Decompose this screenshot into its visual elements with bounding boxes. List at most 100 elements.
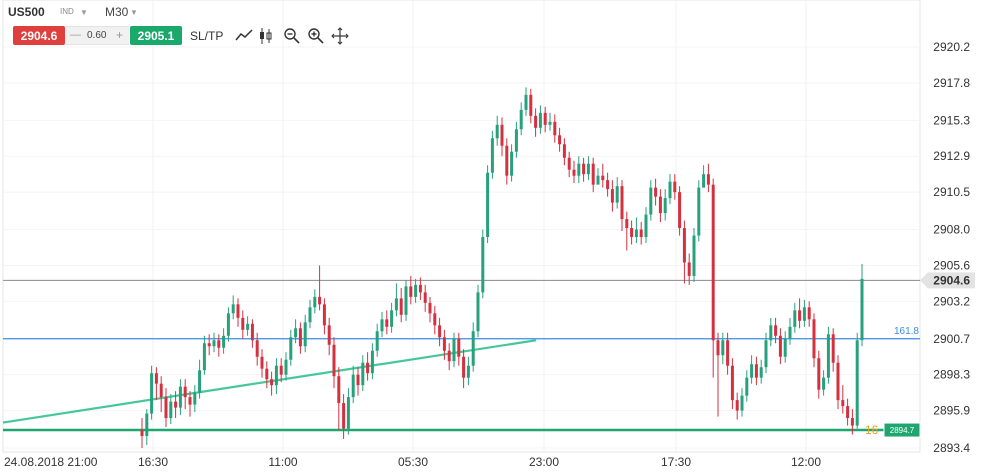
candle-body (697, 187, 701, 236)
quantity-input[interactable]: 0.60 (87, 30, 107, 41)
price-tick-label: 2898.3 (933, 368, 970, 382)
candle-body (294, 328, 298, 338)
candle (294, 319, 298, 344)
candle-body (207, 343, 211, 347)
chart-toolbar: US500 IND ▼ M30 ▼ 2904.6 — 0.60 + 2905.1… (0, 0, 920, 50)
candle-body (678, 192, 682, 229)
candle (188, 391, 192, 417)
candle (270, 371, 274, 396)
candle (385, 310, 389, 335)
trend-line (2, 339, 537, 424)
candle (250, 319, 254, 348)
sltp-button[interactable]: SL/TP (190, 29, 224, 43)
candle-body (193, 392, 197, 405)
candle (418, 277, 422, 300)
time-tick-label: 11:00 (268, 455, 297, 469)
candle (193, 385, 197, 413)
candle (769, 317, 773, 347)
candle (783, 331, 787, 363)
candle (778, 328, 782, 365)
candle (841, 385, 845, 414)
candle-body (274, 365, 278, 386)
support-price-tag (883, 422, 921, 438)
candle (620, 180, 624, 232)
candle-body (438, 325, 442, 338)
candle-body (802, 307, 806, 321)
candle (442, 329, 446, 360)
candle (716, 332, 720, 417)
price-tick-label: 2920.2 (933, 40, 970, 54)
candle-body (572, 169, 576, 176)
candle (481, 229, 485, 299)
candle-body (265, 368, 269, 380)
increase-quantity-button[interactable]: + (116, 28, 124, 42)
candle (505, 138, 509, 185)
candle (855, 332, 859, 429)
candle (380, 311, 384, 338)
candle (361, 355, 365, 392)
candle-body (658, 196, 662, 214)
sell-button[interactable]: 2904.6 (13, 26, 65, 45)
line-chart-icon[interactable] (234, 26, 254, 46)
candle-body (841, 400, 845, 407)
price-tick-label: 2912.9 (933, 149, 970, 163)
decrease-quantity-button[interactable]: — (70, 29, 81, 41)
price-tick-label: 2903.2 (933, 294, 970, 308)
symbol-dropdown-icon[interactable]: ▼ (80, 8, 88, 17)
candle-body (726, 340, 730, 366)
candle-body (620, 186, 624, 220)
candle-body (644, 214, 648, 238)
candle (817, 350, 821, 399)
symbol-label[interactable]: US500 (8, 5, 45, 19)
candle-body (466, 365, 470, 378)
candle-body (514, 129, 518, 152)
candle-body (150, 373, 154, 414)
candle-body (236, 304, 240, 318)
candle (222, 328, 226, 354)
candles-icon[interactable] (257, 26, 277, 46)
candle (567, 151, 571, 178)
candle (514, 121, 518, 158)
candle (490, 130, 494, 179)
candle (553, 114, 557, 143)
candle (548, 112, 552, 131)
timeframe-label[interactable]: M30 (105, 5, 129, 19)
zoom-in-icon[interactable] (306, 26, 326, 46)
candle-body (510, 151, 514, 176)
candle (433, 305, 437, 335)
exchange-label: IND (60, 7, 74, 16)
candle (164, 388, 168, 428)
candle-body (735, 400, 739, 411)
candle (711, 178, 715, 378)
candle-body (860, 278, 864, 341)
time-axis: 24.08.2018 21:00 16:30 11:00 05:30 23:00 17:3… (4, 455, 821, 469)
candle-body (505, 145, 509, 176)
candle-body (241, 317, 245, 330)
candle (212, 332, 216, 353)
candle (615, 177, 619, 209)
candle-body (610, 189, 614, 203)
candle (366, 352, 370, 381)
candle-body (414, 284, 418, 297)
candle (764, 332, 768, 374)
candle-body (366, 362, 370, 374)
candle-body (284, 359, 288, 375)
candle (798, 298, 802, 329)
candle-body (764, 340, 768, 368)
candle-body (846, 406, 850, 419)
candle-body (654, 187, 658, 197)
buy-button[interactable]: 2905.1 (130, 26, 182, 45)
candle (831, 328, 835, 372)
candle-body (370, 350, 374, 374)
crosshair-icon[interactable] (330, 26, 350, 46)
zoom-out-icon[interactable] (282, 26, 302, 46)
timeframe-dropdown-icon[interactable]: ▼ (130, 8, 138, 17)
candle (702, 165, 706, 188)
candle (610, 180, 614, 212)
candle-body (231, 304, 235, 314)
candle (337, 367, 341, 431)
candle (457, 332, 461, 366)
fib-label: 16 (865, 423, 879, 437)
candle-body (313, 296, 317, 308)
